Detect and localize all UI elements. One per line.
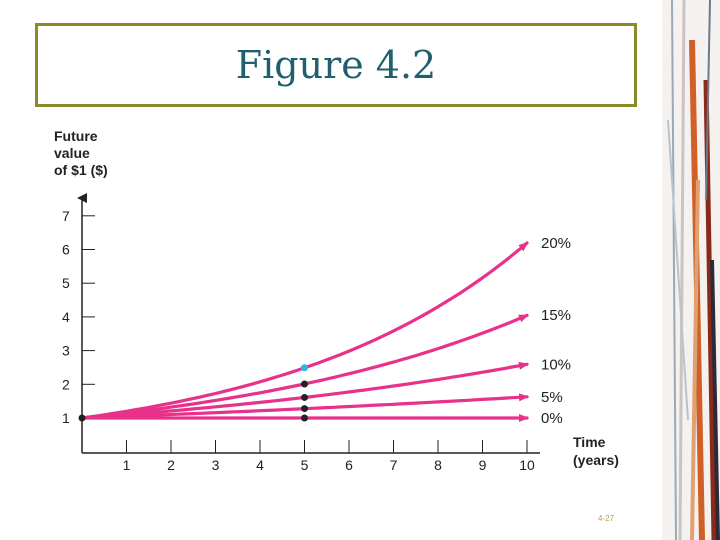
x-tick-label: 1 [123, 457, 131, 473]
x-tick-label: 2 [167, 457, 175, 473]
y-ticks: 1 2 3 4 5 6 7 [62, 208, 95, 426]
series-label: 15% [541, 307, 571, 324]
decorative-brush-image [662, 0, 720, 540]
series-line-20pct [80, 241, 529, 420]
series-label: 20% [541, 235, 571, 252]
y-tick-label: 6 [62, 242, 70, 258]
future-value-chart: Future value of $1 ($) Time (years) 1 2 3 4… [54, 128, 619, 473]
series-lines [80, 241, 529, 422]
data-point-marker [301, 380, 308, 388]
series-labels: 20% 15% 10% 5% 0% [541, 235, 571, 427]
data-point-marker [301, 405, 308, 413]
x-axis-title: Time (years) [573, 434, 619, 468]
x-tick-label: 9 [479, 457, 487, 473]
x-axis-title-line-2: (years) [573, 452, 619, 468]
slide-number: 4-27 [598, 514, 615, 523]
y-tick-label: 1 [62, 410, 70, 426]
x-tick-label: 7 [390, 457, 398, 473]
markers [78, 364, 308, 422]
x-tick-label: 5 [301, 457, 309, 473]
slide-title: Figure 4.2 [235, 43, 437, 87]
x-tick-label: 4 [256, 457, 264, 473]
series-label: 5% [541, 389, 563, 406]
x-tick-label: 6 [345, 457, 353, 473]
x-tick-label: 8 [434, 457, 442, 473]
y-axis-title-line-3: of $1 ($) [54, 162, 108, 178]
data-point-marker [301, 364, 308, 372]
x-tick-label: 3 [212, 457, 220, 473]
x-ticks: 1 2 3 4 5 6 7 8 9 10 [123, 440, 535, 473]
y-tick-label: 2 [62, 376, 70, 392]
data-point-marker [78, 414, 86, 422]
series-label: 10% [541, 356, 571, 373]
title-box: Figure 4.2 [35, 23, 637, 107]
data-point-marker [301, 414, 308, 422]
y-tick-label: 7 [62, 208, 70, 224]
y-axis-title: Future value of $1 ($) [54, 128, 108, 178]
data-point-marker [301, 393, 308, 401]
y-axis-title-line-2: value [54, 145, 90, 161]
y-axis-title-line-1: Future [54, 128, 98, 144]
y-tick-label: 4 [62, 309, 70, 325]
series-label: 0% [541, 410, 563, 427]
y-tick-label: 5 [62, 275, 70, 291]
y-tick-label: 3 [62, 343, 70, 359]
x-axis-title-line-1: Time [573, 434, 606, 450]
x-tick-label: 10 [519, 457, 535, 473]
